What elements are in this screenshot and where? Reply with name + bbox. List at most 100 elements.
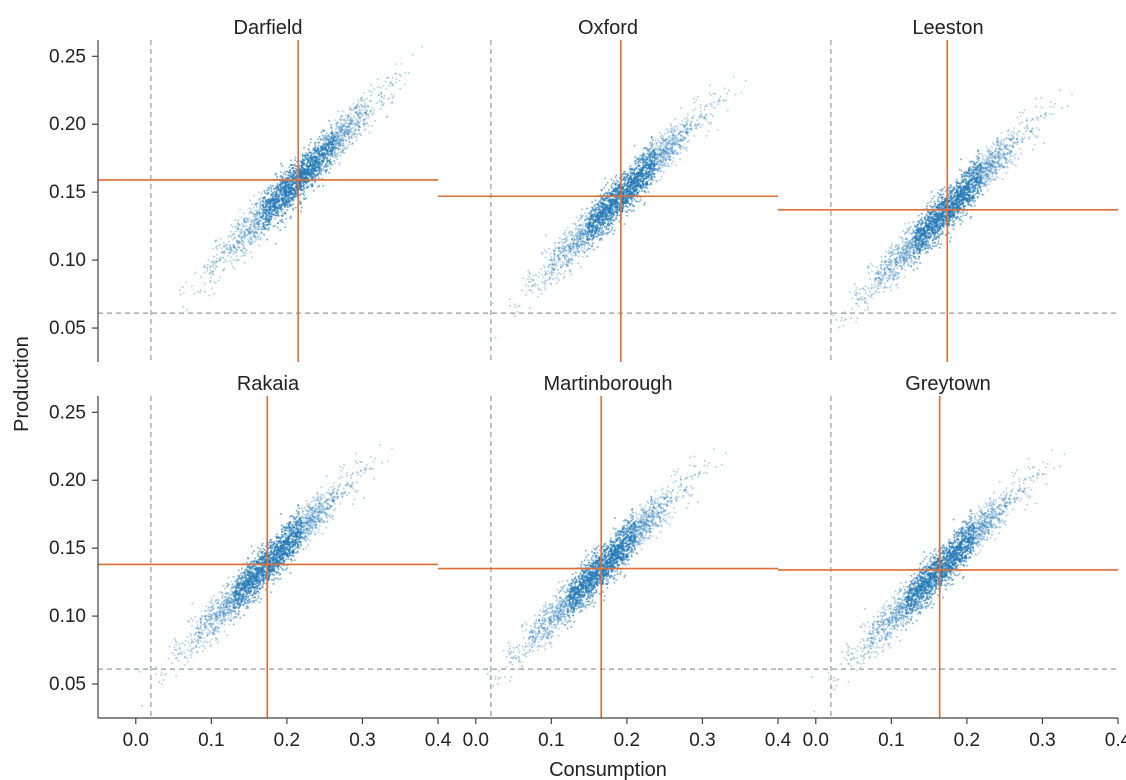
scatter-point	[556, 277, 559, 279]
scatter-point	[607, 231, 610, 234]
scatter-point	[243, 251, 246, 254]
scatter-point	[308, 151, 310, 154]
scatter-point	[272, 225, 275, 228]
scatter-point	[235, 248, 238, 251]
scatter-point	[267, 216, 270, 218]
scatter-point	[259, 204, 262, 207]
scatter-point	[302, 172, 305, 175]
scatter-point	[632, 185, 635, 188]
scatter-point	[365, 114, 368, 117]
scatter-point	[675, 164, 678, 167]
scatter-point	[612, 210, 615, 213]
scatter-point	[376, 102, 379, 105]
scatter-point	[252, 231, 255, 234]
scatter-point	[521, 289, 524, 292]
scatter-point	[294, 167, 297, 170]
scatter-point	[585, 223, 588, 225]
scatter-point	[324, 137, 327, 140]
scatter-point	[311, 172, 314, 175]
scatter-point	[248, 210, 251, 213]
scatter-point	[592, 248, 595, 251]
scatter-point	[225, 247, 228, 249]
scatter-point	[250, 211, 253, 214]
scatter-point	[262, 215, 265, 218]
scatter-point	[281, 199, 284, 202]
scatter-point	[627, 180, 630, 182]
scatter-point	[308, 166, 311, 169]
scatter-point	[381, 104, 384, 107]
scatter-point	[248, 207, 251, 210]
scatter-point	[250, 223, 253, 225]
scatter-point	[535, 274, 538, 277]
scatter-point	[611, 182, 614, 185]
scatter-point	[339, 139, 342, 142]
scatter-point	[275, 207, 278, 209]
scatter-point	[669, 155, 672, 158]
scatter-point	[364, 122, 367, 125]
scatter-point	[554, 246, 557, 249]
scatter-point	[394, 81, 397, 84]
scatter-point	[324, 165, 327, 168]
scatter-point	[342, 142, 345, 145]
scatter-point	[268, 221, 271, 224]
scatter-point	[261, 216, 263, 219]
scatter-point	[209, 264, 212, 267]
scatter-point	[388, 97, 391, 100]
scatter-point	[646, 180, 649, 183]
scatter-point	[566, 226, 569, 229]
scatter-point	[343, 122, 346, 125]
scatter-point	[309, 170, 312, 173]
scatter-point	[277, 213, 280, 216]
scatter-point	[225, 247, 228, 250]
scatter-point	[209, 272, 211, 275]
scatter-point	[225, 260, 228, 263]
scatter-point	[352, 107, 355, 110]
scatter-point	[214, 239, 217, 242]
scatter-point	[572, 222, 575, 225]
scatter-point	[319, 172, 321, 175]
scatter-point	[323, 142, 326, 144]
scatter-point	[284, 173, 287, 176]
scatter-point	[258, 208, 261, 211]
scatter-point	[181, 286, 184, 289]
scatter-point	[359, 119, 362, 122]
scatter-point	[717, 103, 720, 106]
scatter-point	[295, 165, 298, 168]
scatter-point	[588, 230, 591, 233]
scatter-point	[679, 158, 682, 161]
scatter-point	[327, 165, 330, 168]
scatter-point	[617, 186, 620, 189]
scatter-point	[261, 212, 264, 215]
scatter-point	[582, 226, 585, 229]
scatter-point	[400, 74, 402, 77]
scatter-point	[261, 209, 264, 212]
scatter-point	[353, 116, 356, 119]
scatter-point	[316, 147, 319, 150]
scatter-point	[334, 147, 337, 150]
scatter-point	[341, 142, 344, 145]
scatter-point	[553, 253, 556, 256]
scatter-point	[258, 225, 261, 228]
scatter-point	[248, 227, 251, 230]
scatter-point	[237, 219, 240, 222]
scatter-point	[328, 119, 331, 122]
scatter-point	[540, 292, 543, 295]
scatter-point	[253, 217, 256, 220]
scatter-point	[211, 260, 214, 263]
scatter-point	[605, 197, 608, 200]
scatter-point	[326, 161, 329, 164]
scatter-point	[342, 148, 345, 151]
scatter-point	[240, 249, 243, 252]
scatter-point	[610, 229, 613, 232]
scatter-point	[650, 182, 653, 184]
scatter-point	[300, 206, 303, 209]
scatter-point	[236, 259, 239, 262]
scatter-point	[246, 217, 249, 220]
scatter-point	[624, 188, 627, 191]
scatter-point	[692, 114, 695, 117]
scatter-point	[629, 208, 632, 211]
scatter-point	[262, 201, 265, 204]
scatter-point	[614, 176, 617, 179]
scatter-point	[576, 231, 579, 233]
scatter-point	[275, 198, 278, 201]
